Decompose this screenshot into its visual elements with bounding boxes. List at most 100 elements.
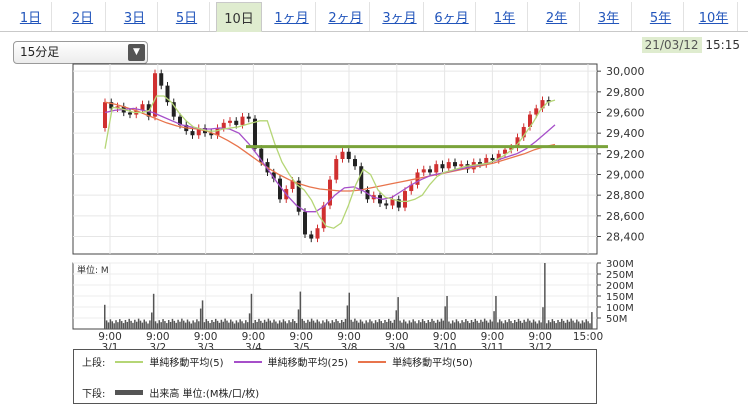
volume-bar (342, 321, 345, 329)
tab-1m[interactable]: 1ヶ月 (268, 2, 316, 31)
volume-bar (500, 321, 503, 329)
tab-6m[interactable]: 6ヶ月 (428, 2, 476, 31)
volume-bar (461, 320, 463, 329)
volume-tick-label: 150M (606, 292, 634, 303)
legend-upper-label: 上段: (82, 358, 106, 369)
candle-body (228, 120, 232, 123)
ma5-swatch (115, 360, 144, 363)
volume-bar (579, 323, 582, 329)
price-tick-label: 30,000 (606, 65, 645, 78)
candle-body (440, 164, 445, 169)
tab-10y[interactable]: 10年 (690, 2, 738, 31)
volume-bar (465, 319, 467, 329)
volume-bar (182, 320, 185, 329)
volume-bar (391, 322, 394, 329)
volume-bar (459, 323, 461, 329)
volume-bar (201, 300, 204, 329)
candle-body (278, 178, 282, 200)
candle-body (140, 104, 145, 111)
price-tick-label: 28,600 (606, 210, 645, 223)
candle-body (115, 106, 120, 109)
volume-bar (523, 319, 525, 329)
volume-bar (491, 321, 493, 329)
candle-body (346, 151, 351, 159)
volume-bar (331, 320, 334, 329)
volume-bar (149, 320, 151, 329)
volume-bar (468, 323, 471, 329)
candle-body (128, 112, 132, 115)
tab-2d[interactable]: 2日 (60, 2, 106, 31)
candle-body (340, 151, 345, 159)
last-update: 21/03/12 15:15 (641, 37, 740, 53)
candle-body (159, 73, 164, 86)
volume-bar (275, 321, 277, 329)
volume-bar (540, 322, 542, 329)
volume-bar (295, 323, 298, 329)
volume-bar (404, 321, 407, 329)
volume-bar (126, 321, 129, 329)
tab-3m[interactable]: 3ヶ月 (376, 2, 424, 31)
volume-bar (414, 321, 416, 329)
volume-bar (231, 321, 234, 329)
tab-5y[interactable]: 5年 (638, 2, 684, 31)
volume-bar (128, 318, 130, 329)
volume-bar (498, 319, 501, 329)
volume-bar (245, 320, 247, 329)
volume-bar (222, 321, 224, 329)
tab-3d[interactable]: 3日 (112, 2, 158, 31)
tab-5d[interactable]: 5日 (164, 2, 210, 31)
volume-bar (327, 321, 330, 329)
volume-tick-label: 250M (606, 270, 634, 281)
volume-bar (451, 320, 454, 329)
tab-1d[interactable]: 1日 (10, 2, 52, 31)
tab-2y[interactable]: 2年 (534, 2, 580, 31)
time-tick-label: 9:00 (385, 331, 409, 343)
last-update-date: 21/03/12 (641, 37, 702, 53)
volume-bar (470, 319, 473, 329)
volume-bar (591, 312, 593, 329)
volume-bar (156, 323, 159, 329)
volume-bar (135, 321, 138, 329)
volume-bar (363, 323, 366, 329)
volume-bar (433, 320, 435, 329)
candle-body (478, 162, 482, 165)
volume-bar (324, 322, 326, 329)
volume-bar (241, 321, 243, 329)
volume-bar (365, 320, 367, 329)
tab-1y[interactable]: 1年 (482, 2, 528, 31)
volume-bar (284, 321, 287, 329)
volume-bar (120, 321, 123, 329)
volume-bar (440, 318, 443, 329)
candle-body (290, 180, 295, 189)
volume-bar (557, 319, 559, 329)
tab-2m[interactable]: 2ヶ月 (322, 2, 370, 31)
time-tick-label: 9:00 (242, 331, 266, 343)
tab-3y[interactable]: 3年 (586, 2, 632, 31)
volume-bar (104, 304, 106, 329)
volume-bar (113, 323, 115, 329)
volume-bar (542, 307, 544, 329)
volume-bar (194, 322, 196, 329)
volume-bar (192, 320, 194, 329)
price-tick-label: 28,400 (606, 231, 645, 244)
volume-tick-label: 200M (606, 281, 634, 292)
candle-body (215, 128, 220, 136)
volume-bar (290, 322, 292, 329)
candle-body (303, 211, 307, 235)
volume-bar (307, 319, 309, 329)
volume-bar (273, 319, 275, 329)
volume-bar (583, 322, 586, 329)
volume-bar (382, 323, 384, 329)
volume-bar (320, 323, 322, 329)
price-tick-label: 28,800 (606, 189, 645, 202)
time-tick-label: 9:00 (98, 331, 122, 343)
volume-bar (198, 321, 200, 329)
volume-bar (243, 323, 245, 329)
volume-bar (179, 321, 181, 329)
volume-bar (378, 319, 381, 329)
volume-bar (310, 318, 313, 329)
candle-body (453, 162, 457, 167)
last-update-time: 15:15 (705, 38, 740, 52)
tab-10d[interactable]: 10日 (216, 2, 262, 32)
